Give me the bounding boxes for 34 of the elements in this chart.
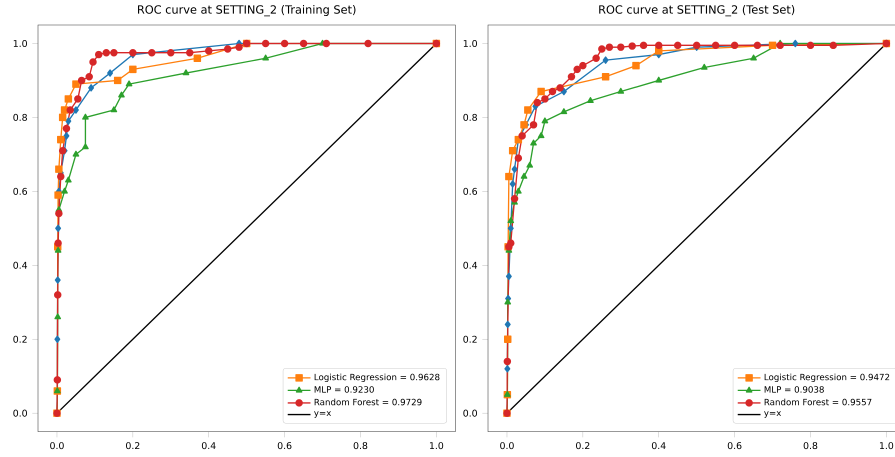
y-tick-label: 0.8 <box>13 114 27 121</box>
y-tick-label: 0.0 <box>13 410 27 417</box>
x-tick-label: 0.8 <box>804 442 818 450</box>
legend-label: Random Forest = 0.9557 <box>764 398 872 406</box>
y-tick-label: 0.4 <box>463 262 478 269</box>
legend-label: Random Forest = 0.9729 <box>314 398 422 406</box>
legend-label: Logistic Regression = 0.9472 <box>764 374 890 382</box>
x-tick-label: 0.8 <box>354 442 368 450</box>
y-tick-label: 1.0 <box>464 40 477 48</box>
x-tick-label: 0.2 <box>576 442 590 450</box>
chart-title: ROC curve at SETTING_2 (Training Set) <box>138 5 356 16</box>
legend-label: Logistic Regression = 0.9628 <box>314 374 440 382</box>
x-tick-label: 0.6 <box>278 442 292 450</box>
legend-label: y=x <box>314 411 332 418</box>
x-tick-label: 0.4 <box>202 442 216 450</box>
legend-label: y=x <box>764 411 782 418</box>
y-tick-label: 0.4 <box>13 262 28 269</box>
y-tick-label: 0.8 <box>463 114 477 121</box>
x-tick-label: 0.0 <box>50 442 64 450</box>
y-tick-label: 0.2 <box>463 336 477 343</box>
chart-title: ROC curve at SETTING_2 (Test Set) <box>599 5 794 16</box>
x-tick-label: 0.2 <box>126 442 140 450</box>
y-tick-label: 0.0 <box>463 410 477 417</box>
x-tick-label: 1.0 <box>880 442 894 450</box>
x-tick-label: 0.4 <box>652 442 666 450</box>
y-tick-label: 0.6 <box>463 188 478 195</box>
y-tick-label: 1.0 <box>14 40 27 48</box>
y-tick-label: 0.6 <box>13 188 28 195</box>
legend-label: MLP = 0.9038 <box>764 386 824 393</box>
x-tick-label: 0.6 <box>728 442 742 450</box>
x-tick-label: 1.0 <box>430 442 444 450</box>
y-tick-label: 0.2 <box>13 336 27 343</box>
legend-label: MLP = 0.9230 <box>314 386 374 393</box>
x-tick-label: 0.0 <box>500 442 514 450</box>
